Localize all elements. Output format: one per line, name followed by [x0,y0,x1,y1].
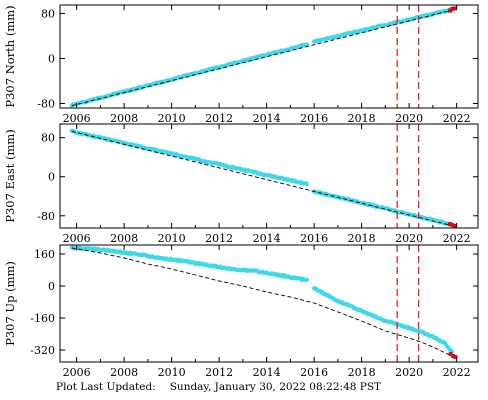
y-tick-label: 0 [48,52,55,65]
y-tick-label: -80 [37,210,55,223]
x-tick-label: 2022 [443,232,471,245]
y-tick-label: 0 [48,171,55,184]
x-tick-label: 2010 [158,232,186,245]
x-tick-label: 2018 [348,366,376,379]
latest-point [448,352,453,356]
y-tick-label: -320 [30,344,55,357]
y-tick-label: 0 [48,280,55,293]
chart-panel-north: 2006 2008 2010 2012 2014 2016 2018 2020 2022 -80 0… [3,4,479,125]
x-tick-label: 2016 [300,366,328,379]
observed-series [69,6,454,108]
y-tick-label: 160 [34,248,55,261]
x-tick-label: 2014 [253,112,281,125]
model-trend-line [71,9,453,107]
model-trend-line [71,130,453,227]
x-tick-label: 2022 [443,366,471,379]
x-tick-label: 2020 [395,366,423,379]
x-tick-label: 2010 [158,366,186,379]
y-tick-label: -80 [37,97,55,110]
x-tick-label: 2006 [63,366,91,379]
observed-point [304,42,310,47]
footer-timestamp: Sunday, January 30, 2022 08:22:48 PST [169,381,382,393]
x-tick-label: 2012 [205,366,233,379]
y-tick-label: -160 [30,312,55,325]
plot-frame [59,4,479,109]
x-tick-label: 2018 [348,112,376,125]
plot-frame [59,244,479,363]
x-tick-label: 2014 [253,366,281,379]
x-tick-label: 2012 [205,112,233,125]
observed-point [304,181,310,187]
x-tick-label: 2008 [110,366,138,379]
x-tick-label: 2010 [158,112,186,125]
latest-point [448,8,452,13]
model-trend-line [71,247,453,357]
latest-point [453,355,458,359]
chart-panel-east: 2006 2008 2010 2012 2014 2016 2018 2020 2022 -80 0… [3,123,479,245]
latest-point [450,6,455,11]
x-tick-label: 2014 [253,232,281,245]
y-tick-label: 80 [41,132,55,145]
y-tick-label: 80 [41,7,55,20]
x-tick-label: 2020 [395,112,423,125]
latest-point [452,224,457,228]
x-tick-label: 2016 [300,232,328,245]
x-tick-label: 2006 [63,232,91,245]
x-tick-label: 2008 [110,112,138,125]
latest-point [450,223,455,228]
x-tick-label: 2018 [348,232,376,245]
y-axis-title: P307 East (mm) [3,129,17,223]
x-tick-label: 2022 [443,112,471,125]
x-tick-label: 2008 [110,232,138,245]
chart-panel-up: 2006 2008 2010 2012 2014 2016 2018 2020 2022 -320… [3,244,479,379]
x-tick-label: 2012 [205,232,233,245]
observed-point [304,277,310,282]
latest-point [452,6,457,11]
x-tick-label: 2020 [395,232,423,245]
x-tick-label: 2016 [300,112,328,125]
plot-updated-footer: Plot Last Updated: Sunday, January 30, 20… [56,381,476,397]
plot-frame [59,123,479,229]
observed-series [69,245,454,354]
y-axis-title: P307 Up (mm) [3,261,17,346]
x-tick-label: 2006 [63,112,91,125]
latest-point [451,354,456,358]
y-axis-title: P307 North (mm) [3,5,17,107]
footer-label: Plot Last Updated: [56,381,156,393]
latest-point [448,222,452,227]
